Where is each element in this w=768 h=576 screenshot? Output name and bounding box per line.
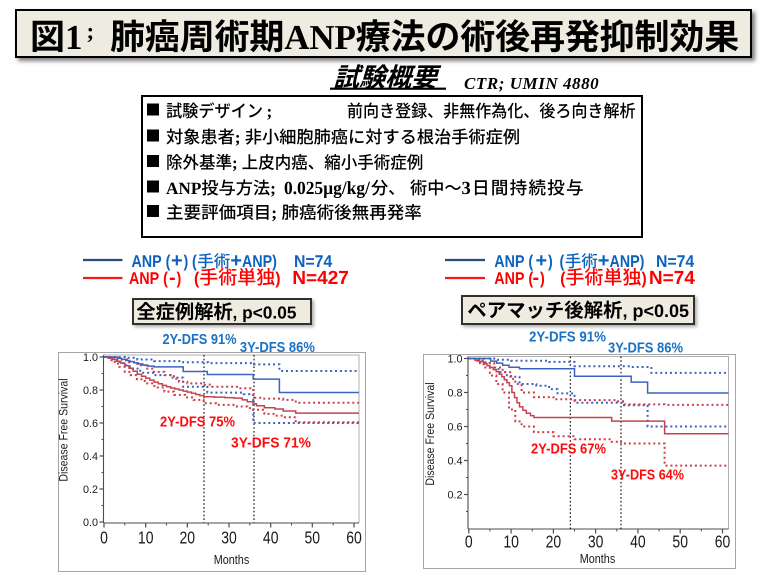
svg-text:2Y-DFS 75%: 2Y-DFS 75% <box>160 415 235 431</box>
svg-text:60: 60 <box>715 533 731 552</box>
svg-text:0.4: 0.4 <box>447 455 462 467</box>
svg-text:0.8: 0.8 <box>447 387 462 399</box>
svg-text:0.6: 0.6 <box>447 421 462 433</box>
svg-text:2Y-DFS 91%: 2Y-DFS 91% <box>529 330 606 346</box>
svg-text:50: 50 <box>672 533 688 552</box>
svg-text:20: 20 <box>180 529 196 548</box>
svg-text:10: 10 <box>138 529 154 548</box>
svg-text:0: 0 <box>100 529 108 548</box>
svg-text:0.0: 0.0 <box>83 517 98 529</box>
svg-text:0.4: 0.4 <box>83 451 98 463</box>
svg-text:30: 30 <box>588 533 604 552</box>
svg-text:40: 40 <box>630 533 646 552</box>
svg-text:3Y-DFS 86%: 3Y-DFS 86% <box>608 341 683 357</box>
svg-text:3Y-DFS 71%: 3Y-DFS 71% <box>231 436 311 452</box>
svg-text:1.0: 1.0 <box>447 353 462 365</box>
svg-text:Months: Months <box>580 551 615 566</box>
svg-text:Disease Free Survival: Disease Free Survival <box>58 378 71 481</box>
svg-text:0.2: 0.2 <box>83 484 98 496</box>
svg-text:40: 40 <box>263 529 279 548</box>
svg-text:0: 0 <box>465 533 473 552</box>
svg-text:3Y-DFS 64%: 3Y-DFS 64% <box>611 468 684 484</box>
svg-text:10: 10 <box>503 533 519 552</box>
svg-text:0.8: 0.8 <box>83 385 98 397</box>
svg-text:20: 20 <box>546 533 562 552</box>
svg-text:0.6: 0.6 <box>83 418 98 430</box>
svg-text:2Y-DFS 91%: 2Y-DFS 91% <box>163 332 237 348</box>
svg-text:Disease Free Survival: Disease Free Survival <box>424 382 437 485</box>
svg-text:1.0: 1.0 <box>83 352 98 364</box>
svg-text:3Y-DFS 86%: 3Y-DFS 86% <box>240 340 315 356</box>
svg-text:30: 30 <box>221 529 237 548</box>
svg-text:Months: Months <box>214 552 249 567</box>
svg-text:0.2: 0.2 <box>447 489 462 501</box>
svg-text:50: 50 <box>305 529 321 548</box>
svg-text:60: 60 <box>346 529 362 548</box>
svg-text:2Y-DFS 67%: 2Y-DFS 67% <box>531 442 606 458</box>
